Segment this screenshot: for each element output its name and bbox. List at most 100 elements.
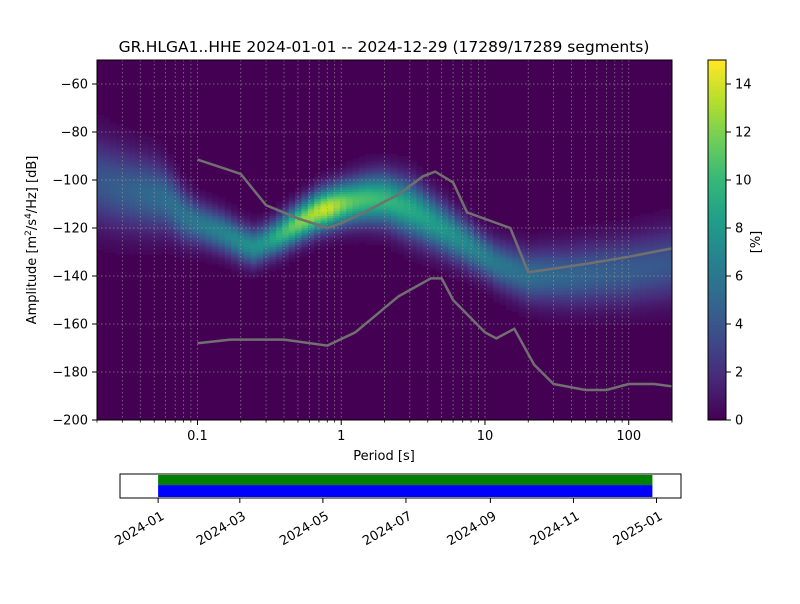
heatmap-cell	[384, 168, 392, 171]
heatmap-cell	[231, 259, 238, 262]
heatmap-cell	[627, 285, 635, 289]
heatmap-cell	[448, 276, 456, 279]
heatmap-cell	[352, 165, 360, 169]
heatmap-cell	[97, 204, 104, 207]
heatmap-cell	[531, 256, 539, 260]
colorbar-segment	[708, 321, 726, 325]
heatmap-cell	[352, 237, 360, 241]
heatmap-cell	[499, 240, 507, 243]
heatmap-cell	[365, 172, 373, 176]
heatmap-cell	[327, 175, 334, 178]
heatmap-cell	[173, 194, 181, 198]
heatmap-cell	[652, 271, 660, 274]
heatmap-cell	[614, 307, 622, 310]
heatmap-cell	[307, 189, 315, 193]
heatmap-cell	[550, 321, 558, 325]
heatmap-cell	[550, 276, 558, 279]
heatmap-cell	[122, 228, 130, 231]
heatmap-cell	[186, 182, 194, 186]
heatmap-cell	[473, 266, 481, 270]
heatmap-cell	[531, 285, 539, 289]
heatmap-cell	[218, 259, 226, 262]
heatmap-cell	[473, 235, 481, 238]
heatmap-cell	[263, 266, 270, 270]
heatmap-cell	[224, 261, 232, 265]
heatmap-cell	[652, 261, 660, 265]
heatmap-cell	[608, 297, 615, 301]
heatmap-cell	[608, 252, 615, 255]
heatmap-cell	[557, 256, 564, 260]
heatmap-cell	[243, 220, 251, 224]
heatmap-cell	[652, 264, 660, 267]
heatmap-cell	[550, 304, 558, 308]
heatmap-cell	[135, 201, 143, 205]
heatmap-cell	[646, 302, 654, 306]
heatmap-cell	[665, 268, 673, 272]
heatmap-cell	[422, 170, 430, 174]
heatmap-cell	[544, 232, 552, 236]
heatmap-cell	[103, 192, 111, 195]
heatmap-cell	[103, 208, 111, 212]
heatmap-cell	[141, 194, 149, 198]
heatmap-cell	[148, 201, 155, 205]
heatmap-cell	[397, 247, 405, 250]
heatmap-cell	[397, 228, 405, 231]
heatmap-cell	[97, 240, 104, 243]
heatmap-cell	[224, 216, 232, 219]
heatmap-cell	[109, 134, 117, 138]
heatmap-cell	[218, 237, 226, 241]
heatmap-cell	[505, 242, 513, 246]
heatmap-cell	[378, 192, 385, 195]
heatmap-cell	[646, 268, 654, 272]
heatmap-cell	[275, 252, 283, 255]
heatmap-cell	[633, 259, 641, 262]
heatmap-cell	[448, 235, 456, 238]
heatmap-cell	[652, 230, 660, 234]
heatmap-cell	[608, 228, 615, 231]
heatmap-cell	[365, 228, 373, 231]
heatmap-cell	[314, 237, 322, 241]
heatmap-cell	[486, 232, 494, 236]
heatmap-cell	[186, 199, 194, 202]
heatmap-cell	[327, 237, 334, 241]
heatmap-cell	[116, 136, 123, 140]
heatmap-cell	[135, 216, 143, 219]
heatmap-cell	[435, 266, 443, 270]
heatmap-cell	[537, 302, 545, 306]
heatmap-cell	[365, 204, 373, 207]
heatmap-cell	[569, 283, 577, 286]
heatmap-cell	[435, 268, 443, 272]
heatmap-cell	[569, 259, 577, 262]
heatmap-cell	[659, 266, 667, 270]
heatmap-cell	[180, 201, 187, 205]
heatmap-cell	[397, 204, 405, 207]
heatmap-cell	[384, 208, 392, 212]
heatmap-cell	[199, 252, 207, 255]
heatmap-cell	[295, 192, 302, 195]
heatmap-cell	[333, 213, 341, 217]
heatmap-cell	[608, 220, 615, 224]
heatmap-cell	[576, 268, 583, 272]
heatmap-cell	[518, 292, 526, 296]
heatmap-cell	[531, 261, 539, 265]
heatmap-cell	[608, 280, 615, 284]
heatmap-cell	[141, 182, 149, 186]
colorbar-segment	[708, 357, 726, 361]
heatmap-cell	[346, 216, 353, 219]
heatmap-cell	[160, 223, 168, 226]
heatmap-cell	[97, 115, 104, 118]
heatmap-cell	[582, 249, 590, 253]
heatmap-cell	[569, 295, 577, 298]
heatmap-cell	[365, 206, 373, 210]
heatmap-cell	[569, 302, 577, 306]
heatmap-cell	[237, 225, 245, 229]
heatmap-cell	[627, 237, 635, 241]
heatmap-cell	[116, 194, 123, 198]
heatmap-cell	[199, 199, 207, 202]
heatmap-cell	[550, 273, 558, 277]
heatmap-cell	[480, 280, 488, 284]
heatmap-cell	[378, 153, 385, 157]
heatmap-cell	[365, 165, 373, 169]
heatmap-cell	[659, 307, 667, 310]
heatmap-cell	[454, 211, 462, 214]
